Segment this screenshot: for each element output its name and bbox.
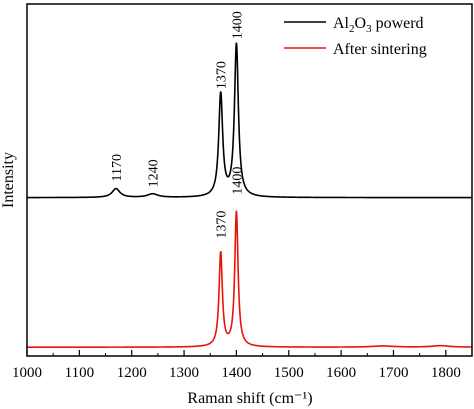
x-tick-label: 1700 — [378, 365, 408, 381]
legend-label-after-sintering: After sintering — [333, 41, 427, 58]
legend-al: Al — [333, 15, 350, 32]
x-tick-label: 1400 — [221, 365, 251, 381]
series-line-1 — [27, 210, 472, 348]
series-line-0 — [27, 42, 472, 199]
peak-label: 1400 — [230, 11, 245, 39]
legend-label-al2o3: Al2O3 powerd — [333, 15, 424, 35]
x-tick-label: 1000 — [12, 365, 42, 381]
x-tick-label: 1600 — [326, 365, 356, 381]
x-tick-label: 1100 — [65, 365, 94, 381]
peak-label: 1370 — [215, 61, 230, 89]
x-tick-label: 1200 — [117, 365, 147, 381]
legend: Al2O3 powerd After sintering — [284, 15, 427, 58]
peak-label: 1240 — [147, 159, 162, 187]
plot-frame — [26, 3, 473, 357]
x-ticks: 1000 1100 1200 1300 1400 1500 1600 1700 1800 — [12, 350, 461, 381]
peak-annotations: 1170 1240 1370 1400 1370 1400 — [110, 11, 245, 238]
legend-o: O — [355, 15, 367, 32]
peak-label: 1370 — [215, 211, 230, 239]
x-tick-label: 1800 — [431, 365, 461, 381]
x-tick-label: 1300 — [169, 365, 199, 381]
legend-sub-3: 3 — [366, 23, 372, 35]
legend-powerd: powerd — [372, 15, 424, 32]
legend-sub-2: 2 — [349, 23, 355, 35]
peak-label: 1170 — [110, 154, 125, 181]
y-axis-title: Intensity — [0, 152, 17, 208]
peak-label: 1400 — [230, 167, 245, 195]
x-axis-title: Raman shift (cm⁻¹) — [187, 390, 312, 407]
x-tick-label: 1500 — [274, 365, 304, 381]
series-layer — [27, 42, 472, 348]
